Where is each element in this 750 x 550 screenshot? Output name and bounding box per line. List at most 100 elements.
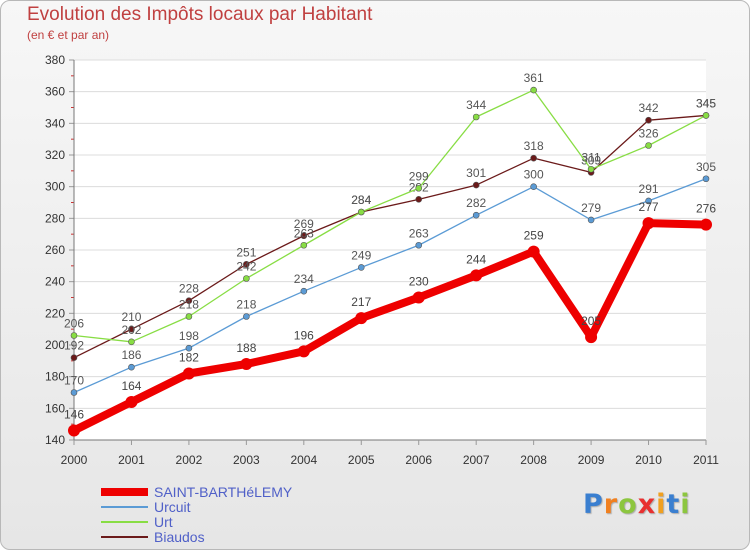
x-tick-label: 2010 [635,453,662,467]
data-label-biaudos: 284 [351,193,371,207]
data-label-saint-barth-lemy: 230 [409,275,429,289]
data-label-saint-barth-lemy: 205 [581,314,601,328]
y-tick-label: 220 [45,306,65,320]
series-line-urcuit [73,178,707,394]
data-label-biaudos: 345 [696,96,716,110]
data-point-urt [128,338,135,346]
data-point-biaudos [300,232,308,240]
x-tick-label: 2007 [463,453,490,467]
data-point-biaudos [415,196,423,203]
series-line-saint-barth-lemy [70,219,710,435]
data-label-urt: 345 [696,96,716,110]
logo-letter: t [666,489,681,520]
data-label-urcuit: 186 [121,348,141,362]
legend-label: Biaudos [154,529,205,545]
y-tick-label: 260 [45,243,65,257]
y-tick-label: 280 [45,211,65,225]
data-label-urt: 242 [236,260,256,274]
data-point-biaudos [70,354,78,361]
data-label-biaudos: 318 [524,139,544,153]
data-point-saint-barth-lemy [527,245,540,258]
y-tick-label: 300 [45,180,65,194]
logo-letter: i [680,489,691,520]
logo-letter: x [637,489,657,520]
data-label-urcuit: 198 [179,329,199,343]
x-tick-label: 2006 [405,453,432,467]
data-point-urcuit [300,287,308,295]
data-label-saint-barth-lemy: 164 [121,379,141,393]
data-label-biaudos: 301 [466,166,486,180]
data-point-urcuit [415,241,423,249]
data-point-urt [472,113,480,121]
data-label-urcuit: 300 [524,168,544,182]
data-label-biaudos: 309 [581,153,601,167]
data-label-saint-barth-lemy: 277 [639,200,659,214]
data-label-urt: 284 [351,193,371,207]
data-point-biaudos [530,154,537,162]
data-point-urcuit [128,363,135,371]
data-label-saint-barth-lemy: 276 [696,202,716,216]
data-label-biaudos: 228 [179,282,199,296]
data-label-urcuit: 234 [294,272,314,286]
data-point-biaudos [128,325,135,333]
data-point-urcuit [587,216,595,224]
data-label-urt: 326 [639,127,659,141]
data-label-urcuit: 279 [581,201,601,215]
proxiti-logo: Proxiti [583,489,691,520]
data-point-urcuit [472,211,480,219]
data-label-saint-barth-lemy: 217 [351,295,371,309]
series-line-biaudos [73,114,707,359]
data-label-urcuit: 291 [639,182,659,196]
data-point-saint-barth-lemy [642,217,655,230]
data-point-urt [185,313,193,320]
logo-letter: i [656,489,667,520]
data-label-urt: 361 [524,71,544,85]
series-line-urt [73,89,707,343]
data-point-urt [357,208,365,216]
x-tick-label: 2005 [348,453,375,467]
y-tick-label: 320 [45,148,65,162]
legend-label: Urcuit [154,499,191,515]
data-point-biaudos [185,297,193,304]
data-label-urt: 218 [179,298,199,312]
data-label-saint-barth-lemy: 146 [64,408,84,422]
y-tick-label: 360 [45,85,65,99]
data-point-urt [702,112,710,119]
x-tick-label: 2002 [176,453,203,467]
data-label-urcuit: 305 [696,160,716,174]
data-point-urt [70,332,78,339]
data-point-biaudos [243,260,250,268]
data-point-urt [415,184,423,192]
y-tick-label: 140 [45,433,65,447]
data-point-saint-barth-lemy [68,424,80,437]
data-point-urt [587,165,595,173]
data-point-urcuit [185,344,193,352]
data-point-urt [300,241,308,249]
chart-title: Evolution des Impôts locaux par Habitant [27,4,373,25]
data-point-urcuit [243,313,250,320]
legend-label: Urt [154,514,173,530]
data-point-biaudos [472,181,480,189]
x-tick-label: 2003 [233,453,260,467]
data-label-urcuit: 249 [351,248,371,262]
y-tick-label: 180 [45,370,65,384]
data-label-saint-barth-lemy: 244 [466,252,486,266]
x-tick-label: 2004 [290,453,317,467]
data-label-biaudos: 192 [64,339,84,353]
data-label-biaudos: 251 [236,245,256,259]
data-point-biaudos [645,116,652,124]
data-point-saint-barth-lemy [297,345,310,358]
data-label-urcuit: 263 [409,226,429,240]
y-tick-label: 240 [45,275,65,289]
x-tick-label: 2001 [118,453,145,467]
logo-letter: r [603,489,619,520]
data-point-saint-barth-lemy [355,312,368,325]
data-label-saint-barth-lemy: 196 [294,328,314,342]
data-label-urt: 299 [409,169,429,183]
data-label-urt: 311 [582,150,601,164]
data-label-urcuit: 218 [236,298,256,312]
legend-label: SAINT-BARTHéLEMY [154,484,293,500]
x-tick-label: 2009 [578,453,605,467]
data-point-saint-barth-lemy [700,218,712,231]
